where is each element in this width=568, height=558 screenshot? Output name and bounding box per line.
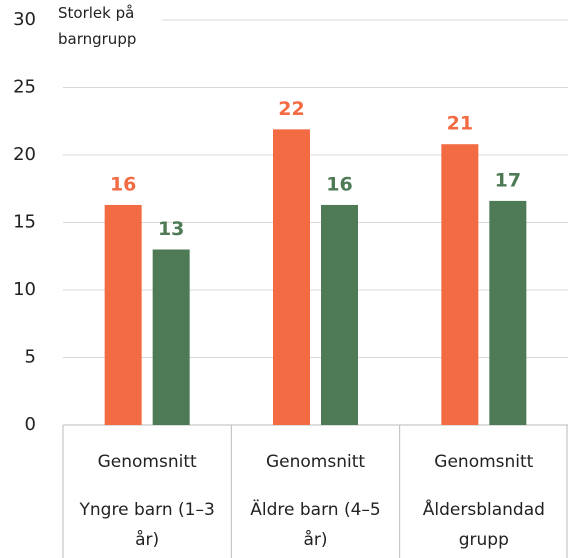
bar — [441, 144, 479, 425]
data-label: 22 — [278, 98, 304, 120]
x-tick-label: Yngre barn (1–3 år) — [79, 500, 215, 550]
y-tick-label: 30 — [13, 9, 36, 30]
data-label: 21 — [447, 113, 473, 135]
y-tick-label: 25 — [13, 77, 36, 98]
x-tick-label: Åldersblandad grupp — [422, 500, 545, 550]
y-tick-label: 10 — [13, 279, 36, 300]
x-sublabel: Genomsnitt — [97, 452, 197, 472]
data-label: 13 — [158, 218, 184, 240]
bar — [104, 204, 142, 425]
bar — [152, 249, 190, 425]
y-axis-title: Storlek på barngrupp — [58, 0, 162, 52]
data-label: 17 — [495, 169, 521, 191]
x-tick-label: Äldre barn (4–5 år) — [250, 500, 381, 550]
y-tick-label: 0 — [25, 414, 36, 435]
bar — [489, 200, 527, 425]
bar — [321, 204, 358, 425]
y-tick-label: 5 — [25, 347, 36, 368]
bar — [273, 129, 310, 425]
y-tick-label: 15 — [13, 212, 36, 233]
y-tick-label: 20 — [13, 144, 36, 165]
x-sublabel: Genomsnitt — [265, 452, 366, 472]
data-label: 16 — [110, 173, 136, 195]
data-label: 16 — [326, 173, 352, 195]
x-sublabel: Genomsnitt — [434, 452, 534, 472]
